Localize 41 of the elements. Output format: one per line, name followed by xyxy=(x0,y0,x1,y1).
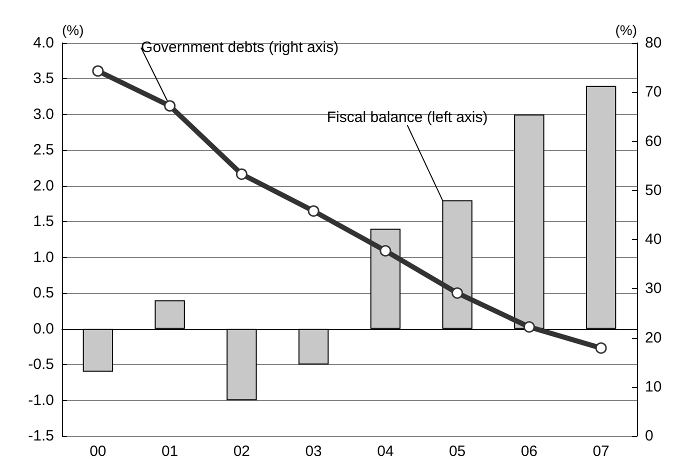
y2-tick-label: 20 xyxy=(645,329,662,346)
point xyxy=(452,287,464,299)
y2-tick-label: 40 xyxy=(645,231,662,248)
y2-axis-title: (%) xyxy=(615,22,637,38)
y-tick-label: 4.0 xyxy=(33,34,54,52)
point xyxy=(164,100,176,112)
x-tick-label: 01 xyxy=(161,443,178,460)
y-tick-label: 3.5 xyxy=(33,70,54,88)
x-tick-label: 06 xyxy=(520,443,538,460)
x-tick-label: 00 xyxy=(90,443,106,460)
y2-tick-label: 30 xyxy=(645,280,662,298)
point xyxy=(92,65,104,77)
y-tick-label: 1.0 xyxy=(33,248,54,266)
y2-tick-label: 70 xyxy=(645,84,662,101)
y-tick-label: 2.5 xyxy=(33,142,54,159)
point xyxy=(595,342,607,354)
series-label: Fiscal balance (left axis) xyxy=(326,109,488,126)
y-tick-label: 0.0 xyxy=(33,320,54,338)
y-tick-label: 0.5 xyxy=(33,284,54,302)
y-axis-title: (%) xyxy=(62,22,84,38)
y2-tick-label: 0 xyxy=(645,428,654,444)
x-tick-label: 03 xyxy=(305,443,322,460)
y2-tick-label: 10 xyxy=(645,378,662,396)
point xyxy=(523,321,535,333)
x-tick-label: 07 xyxy=(592,443,610,460)
y-tick-label: 1.5 xyxy=(33,213,54,230)
text: Government debts (right axis) xyxy=(141,39,339,56)
x-tick-label: 05 xyxy=(448,443,466,460)
y-tick-label: -1.0 xyxy=(28,392,54,409)
y-tick-label: -0.5 xyxy=(28,356,54,374)
y-tick-label: 3.0 xyxy=(33,106,54,123)
x-tick-label: 04 xyxy=(377,443,394,460)
y-tick-label: 2.0 xyxy=(33,177,54,194)
y2-tick-label: 80 xyxy=(645,34,662,52)
point xyxy=(380,245,392,257)
x-tick-label: 02 xyxy=(233,443,250,460)
point xyxy=(308,205,320,217)
y-tick-label: -1.5 xyxy=(28,428,54,444)
y2-tick-label: 60 xyxy=(645,132,662,150)
y2-tick-label: 50 xyxy=(645,182,662,199)
point xyxy=(236,168,248,180)
